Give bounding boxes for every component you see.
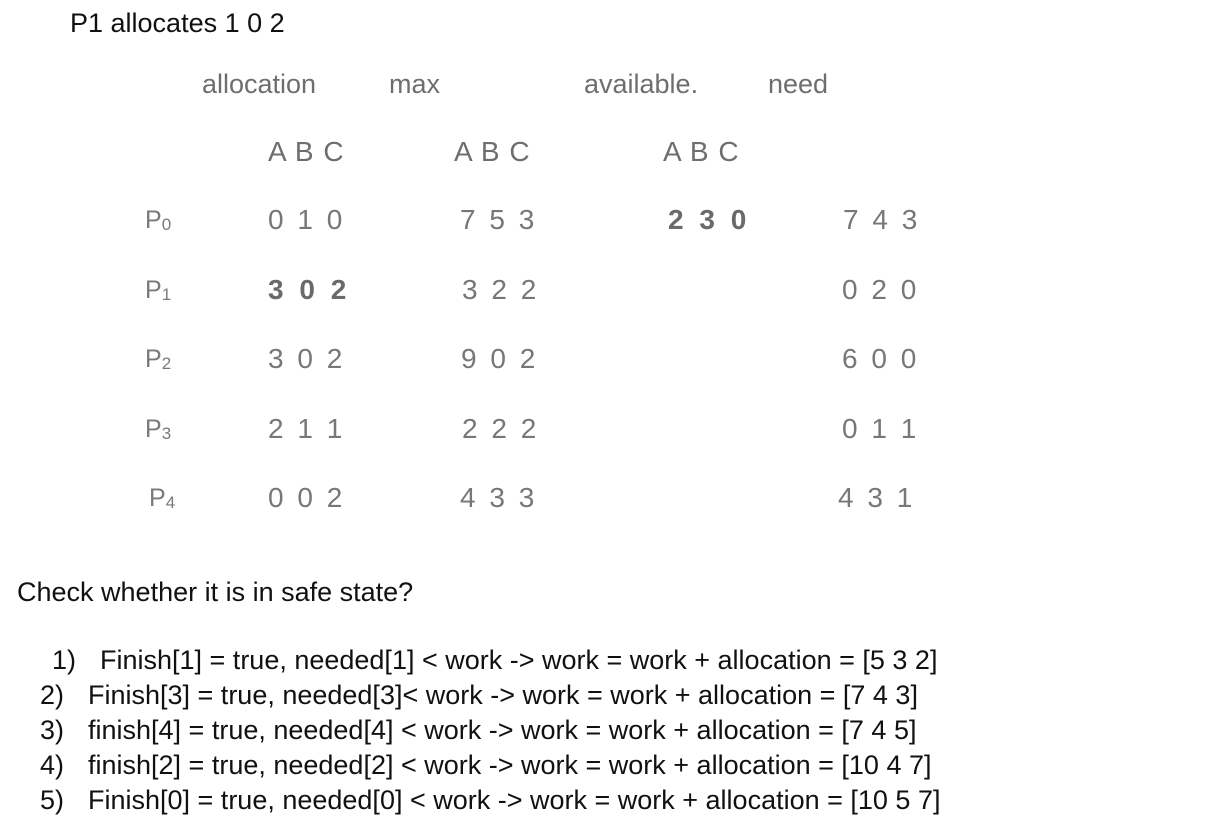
- resource-labels-allocation: A B C: [268, 136, 345, 167]
- process-label: P2: [145, 345, 172, 373]
- process-label: P3: [145, 415, 172, 443]
- allocation-cell: 3 0 2: [268, 343, 346, 374]
- step-number: 1): [52, 645, 77, 675]
- step-number: 5): [40, 785, 65, 815]
- max-cell: 4 3 3: [460, 482, 538, 513]
- process-label: P1: [145, 276, 172, 304]
- max-cell: 2 2 2: [462, 413, 540, 444]
- need-cell: 6 0 0: [842, 343, 920, 374]
- allocation-cell: 3 0 2: [268, 274, 351, 305]
- need-cell: 0 1 1: [842, 413, 920, 444]
- list-item: 4) finish[2] = true, needed[2] < work -> …: [40, 748, 940, 783]
- step-number: 3): [40, 715, 65, 745]
- header-allocation: allocation: [202, 69, 317, 99]
- step-number: 2): [40, 680, 65, 710]
- header-max: max: [389, 69, 441, 99]
- list-item: 3) finish[4] = true, needed[4] < work -> …: [40, 713, 940, 748]
- allocation-cell: 0 1 0: [268, 204, 346, 235]
- step-text: Finish[3] = true, needed[3]< work -> wor…: [88, 680, 918, 710]
- available-cell: 2 3 0: [668, 204, 751, 235]
- allocation-cell: 2 1 1: [268, 413, 346, 444]
- resource-labels-available: A B C: [663, 136, 740, 167]
- max-cell: 9 0 2: [461, 343, 539, 374]
- need-cell: 4 3 1: [838, 482, 916, 513]
- step-text: finish[2] = true, needed[2] < work -> wo…: [88, 750, 932, 780]
- safe-state-question: Check whether it is in safe state?: [17, 577, 414, 607]
- resource-labels-max: A B C: [454, 136, 531, 167]
- step-number: 4): [40, 750, 65, 780]
- step-text: Finish[0] = true, needed[0] < work -> wo…: [88, 785, 941, 815]
- safety-steps-list: 1) Finish[1] = true, needed[1] < work -> …: [40, 643, 940, 818]
- process-label: P4: [149, 484, 176, 512]
- list-item: 2) Finish[3] = true, needed[3]< work -> w…: [40, 678, 940, 713]
- max-cell: 7 5 3: [460, 204, 538, 235]
- step-text: finish[4] = true, needed[4] < work -> wo…: [88, 715, 917, 745]
- need-cell: 0 2 0: [842, 274, 920, 305]
- max-cell: 3 2 2: [462, 274, 540, 305]
- need-cell: 7 4 3: [843, 204, 921, 235]
- process-label: P0: [145, 206, 172, 234]
- list-item: 5) Finish[0] = true, needed[0] < work -> …: [40, 783, 940, 818]
- page-title: P1 allocates 1 0 2: [70, 8, 285, 38]
- allocation-cell: 0 0 2: [268, 482, 346, 513]
- header-need: need: [768, 69, 829, 99]
- step-text: Finish[1] = true, needed[1] < work -> wo…: [100, 645, 938, 675]
- list-item: 1) Finish[1] = true, needed[1] < work -> …: [40, 643, 940, 678]
- header-available: available.: [584, 69, 699, 99]
